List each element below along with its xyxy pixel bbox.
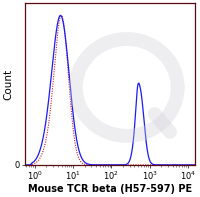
X-axis label: Mouse TCR beta (H57-597) PE: Mouse TCR beta (H57-597) PE	[28, 184, 192, 193]
Y-axis label: Count: Count	[3, 69, 13, 100]
